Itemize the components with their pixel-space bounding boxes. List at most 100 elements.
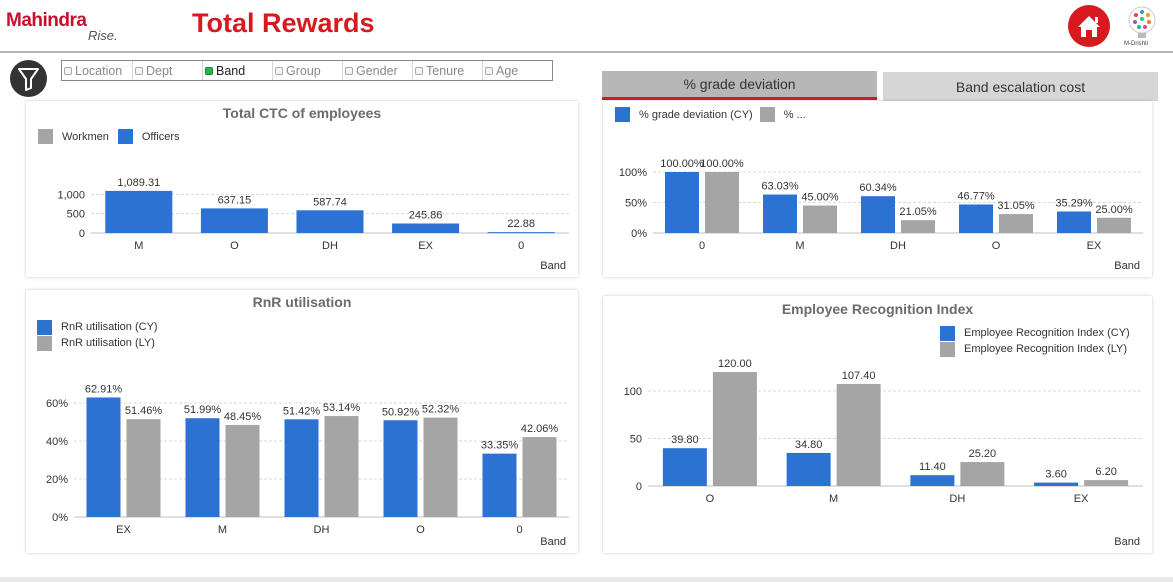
x-tick-label: EX: [1074, 493, 1089, 505]
data-label: 35.29%: [1055, 197, 1093, 209]
bar: [1057, 211, 1091, 233]
logo-tagline: Rise.: [88, 28, 118, 43]
x-tick-label: 0: [699, 240, 705, 252]
bar: [803, 205, 837, 233]
bar: [487, 232, 555, 234]
unchecked-box-icon: [275, 66, 283, 75]
legend-label-ly: % ...: [783, 108, 806, 121]
data-label: 33.35%: [481, 440, 519, 452]
chart-legend: Employee Recognition Index (CY) Employee…: [940, 325, 1130, 357]
slicer-item-band[interactable]: Band: [203, 61, 273, 80]
x-tick-label: 0: [518, 240, 524, 252]
mahindra-logo: Mahindra: [6, 10, 87, 31]
bar: [423, 417, 458, 517]
mdrishti-label: M-Drishti: [1124, 41, 1148, 47]
slicer-item-gender[interactable]: Gender: [343, 61, 413, 80]
funnel-icon: [18, 68, 39, 91]
data-label: 25.00%: [1095, 204, 1133, 216]
slicer-item-group[interactable]: Group: [273, 61, 343, 80]
ctc-chart: 0 500 1,000 1,089.31 M 637.15 O 587.74 DH 245.86 E…: [57, 177, 569, 252]
chart-legend: RnR utilisation (CY) RnR utilisation (LY…: [37, 319, 158, 351]
band-slicer: Location Dept Band Group Gender Tenure Age: [61, 60, 553, 81]
panel-employee-recognition-index: Employee Recognition Index Employee Reco…: [603, 296, 1152, 553]
legend-label-cy: RnR utilisation (CY): [61, 321, 158, 333]
data-label: 51.42%: [283, 405, 321, 417]
data-label: 45.00%: [801, 192, 839, 204]
checked-box-icon: [205, 66, 213, 75]
data-label: 100.00%: [660, 158, 704, 170]
bar: [392, 223, 460, 233]
data-label: 50.92%: [382, 406, 420, 418]
home-button[interactable]: [1068, 5, 1110, 47]
filter-button[interactable]: [10, 60, 47, 97]
rnr-chart: 0% 20% 40% 60% 62.91%51.46% EX 51.99%48.45% M 51…: [46, 383, 569, 536]
chart-title: Employee Recognition Index: [781, 301, 974, 317]
grade-deviation-chart: 0% 50% 100% 100.00%100.00% 0 63.03%45.00% M 60.…: [619, 158, 1143, 252]
mdrishti-logo: [1128, 6, 1156, 38]
eri-chart: 0 50 100 39.80 120.00 O 34.80 107.40 M 11.40 25.20…: [624, 358, 1143, 505]
data-label: 245.86: [409, 210, 443, 222]
panel-grade-deviation: % grade deviation (CY) % ... 0% 50% 100% 10…: [603, 101, 1152, 277]
tab-band-escalation-cost[interactable]: Band escalation cost: [883, 72, 1158, 101]
x-tick-label: M: [795, 240, 804, 252]
bar: [786, 452, 831, 486]
data-label: 42.06%: [521, 423, 559, 435]
unchecked-box-icon: [64, 66, 72, 75]
legend-swatch-ly: [759, 107, 775, 122]
unchecked-box-icon: [135, 66, 143, 75]
data-label: 63.03%: [761, 181, 799, 193]
slicer-item-tenure[interactable]: Tenure: [413, 61, 483, 80]
x-tick-label: O: [706, 493, 715, 505]
y-tick-label: 1,000: [57, 189, 85, 201]
footer-strip: [0, 577, 1173, 582]
data-label: 51.99%: [184, 404, 222, 416]
tab-grade-deviation[interactable]: % grade deviation: [602, 71, 877, 100]
x-tick-label: M: [829, 493, 838, 505]
bar: [1084, 480, 1129, 486]
data-label: 52.32%: [422, 404, 460, 416]
y-tick-label: 0: [636, 481, 642, 493]
unchecked-box-icon: [485, 66, 493, 75]
bar: [324, 416, 359, 517]
bar: [861, 196, 895, 233]
data-label: 46.77%: [957, 190, 995, 202]
slicer-item-age[interactable]: Age: [483, 61, 552, 80]
legend-swatch-officers: [117, 129, 133, 144]
data-label: 587.74: [313, 196, 347, 208]
data-label: 100.00%: [700, 158, 744, 170]
y-tick-label: 40%: [46, 436, 68, 448]
unchecked-box-icon: [345, 66, 353, 75]
bar: [705, 172, 739, 233]
header-divider: [0, 51, 1173, 53]
data-label: 22.88: [507, 218, 535, 230]
axis-title: Band: [1114, 260, 1140, 272]
bar: [763, 194, 797, 233]
data-label: 637.15: [218, 194, 252, 206]
bar: [126, 419, 161, 517]
y-tick-label: 0: [79, 228, 85, 240]
bar: [200, 208, 268, 233]
data-label: 25.20: [969, 448, 997, 460]
y-tick-label: 0%: [52, 512, 68, 524]
panel-total-ctc: Total CTC of employees Workmen Officers …: [26, 101, 578, 277]
legend-label-cy: Employee Recognition Index (CY): [964, 327, 1130, 339]
bar: [383, 420, 418, 517]
x-tick-label: DH: [314, 524, 330, 536]
x-tick-label: O: [230, 240, 239, 252]
slicer-item-label: Age: [496, 63, 519, 78]
slicer-item-dept[interactable]: Dept: [133, 61, 203, 80]
slicer-item-label: Location: [75, 63, 123, 78]
y-tick-label: 100%: [619, 167, 647, 179]
legend-label-cy: % grade deviation (CY): [639, 108, 753, 121]
x-tick-label: EX: [418, 240, 433, 252]
data-label: 51.46%: [125, 405, 163, 417]
bar: [712, 372, 757, 486]
bar: [836, 383, 881, 486]
legend-swatch-cy: [37, 319, 52, 335]
slicer-item-location[interactable]: Location: [62, 61, 133, 80]
data-label: 60.34%: [859, 182, 897, 194]
x-tick-label: DH: [890, 240, 906, 252]
y-tick-label: 50%: [625, 198, 647, 210]
unchecked-box-icon: [415, 66, 423, 75]
y-tick-label: 0%: [631, 228, 647, 240]
